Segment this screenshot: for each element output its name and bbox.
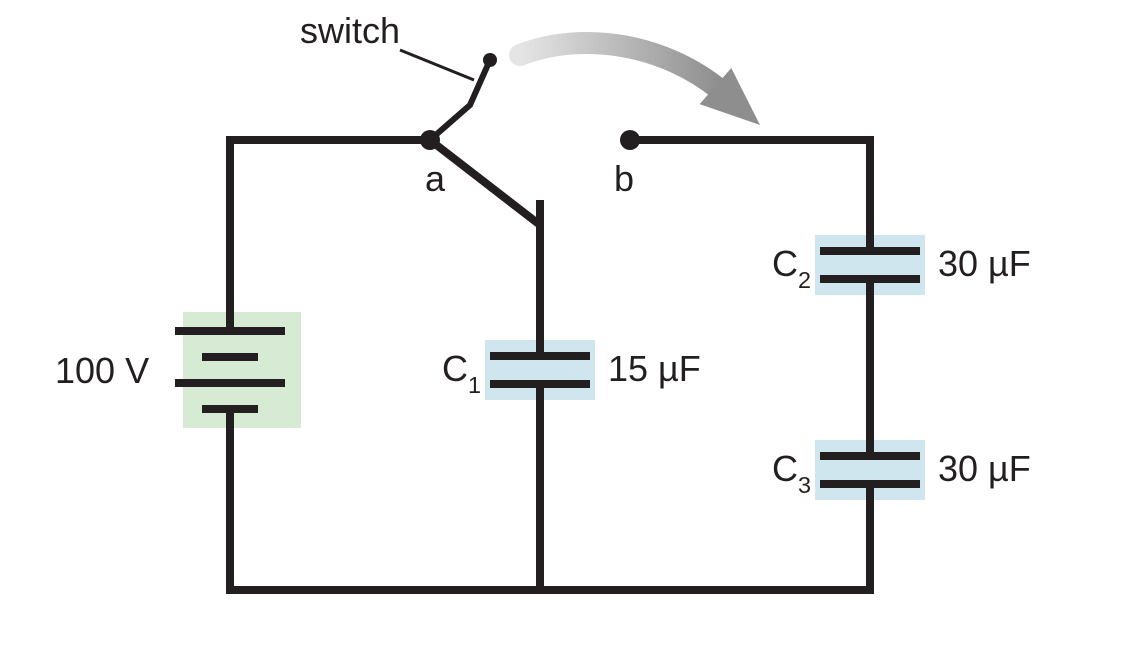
- terminal-a-label: a: [425, 158, 445, 200]
- terminal-b-label: b: [614, 158, 634, 200]
- c2-value-label: 30 µF: [938, 243, 1031, 285]
- circuit-diagram: [0, 0, 1136, 650]
- c2-name-label: C2: [772, 243, 811, 290]
- switch-terminal-b: [620, 130, 640, 150]
- c1-value-label: 15 µF: [608, 348, 701, 390]
- switch-terminal-a: [420, 130, 440, 150]
- c3-value-label: 30 µF: [938, 448, 1031, 490]
- switch-pole: [430, 60, 490, 140]
- switch-arrow-body: [520, 43, 720, 90]
- battery-voltage-label: 100 V: [55, 350, 149, 392]
- c1-name-label: C1: [442, 348, 481, 395]
- c3-name-label: C3: [772, 448, 811, 495]
- switch-label-leader: [400, 50, 474, 80]
- switch-pole-tip: [483, 53, 497, 67]
- switch-label: switch: [300, 10, 400, 52]
